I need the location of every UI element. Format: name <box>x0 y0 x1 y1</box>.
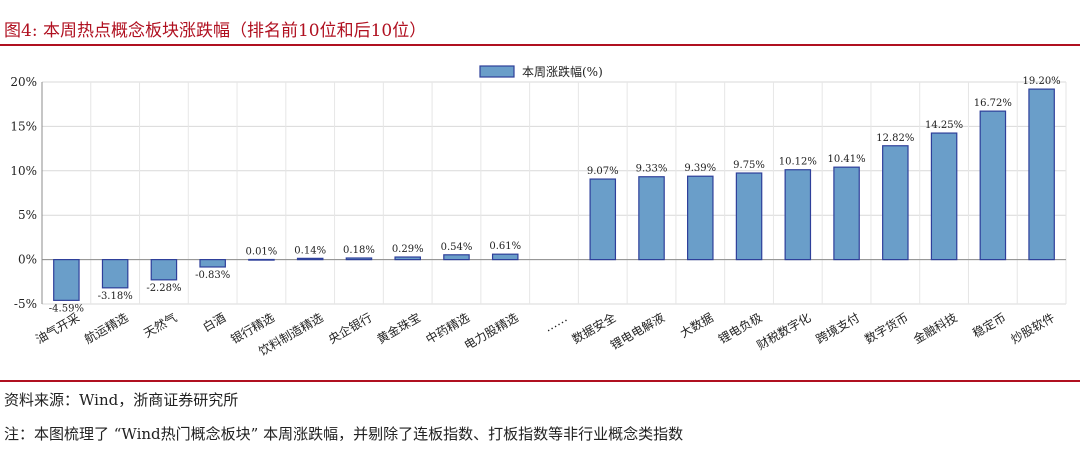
bar <box>345 257 373 261</box>
bar <box>589 178 617 261</box>
bar <box>833 166 860 261</box>
x-tick-label: 航运精选 <box>82 310 131 347</box>
y-tick-label: -5% <box>14 297 37 311</box>
y-tick-label: 10% <box>10 164 37 178</box>
x-tick-label: 央企银行 <box>325 310 374 347</box>
title-rule <box>0 44 1080 46</box>
x-tick-label: 电力股精选 <box>462 310 521 352</box>
bar <box>101 259 129 289</box>
y-tick-label: 20% <box>10 75 37 89</box>
data-label: 0.14% <box>294 245 326 256</box>
data-label: 10.12% <box>779 157 817 168</box>
data-label: 9.33% <box>636 164 668 175</box>
bar <box>784 169 812 261</box>
x-tick-label: 金融科技 <box>911 310 960 347</box>
x-tick-label: 白酒 <box>200 310 228 335</box>
data-label: 19.20% <box>1023 76 1061 87</box>
data-label: 0.54% <box>441 242 473 253</box>
x-tick-label: 稳定币 <box>970 310 1009 341</box>
data-label: 14.25% <box>925 120 963 131</box>
bar <box>150 259 178 281</box>
x-tick-label: …… <box>542 310 570 334</box>
data-label: 0.18% <box>343 245 375 256</box>
bar <box>199 259 226 268</box>
bar <box>638 176 665 261</box>
legend-swatch <box>479 65 515 78</box>
bar <box>296 257 324 261</box>
data-label: 9.75% <box>733 160 765 171</box>
x-tick-label: 炒股软件 <box>1009 310 1058 346</box>
x-tick-label: 黄金珠宝 <box>374 310 423 347</box>
data-label: -4.59% <box>49 303 84 314</box>
bar <box>735 172 763 261</box>
grid-lines <box>41 81 1067 305</box>
data-label: 9.07% <box>587 166 619 177</box>
data-label: -3.18% <box>98 291 133 302</box>
data-label: 0.01% <box>246 247 278 258</box>
legend: 本周涨跌幅(%) <box>479 64 603 79</box>
y-tick-label: 5% <box>18 208 37 222</box>
bar <box>882 145 909 261</box>
data-label: 9.39% <box>684 163 716 174</box>
data-label: 16.72% <box>974 98 1012 109</box>
bar <box>443 254 470 261</box>
data-labels: -4.59% -3.18% -2.28% -0.83% 0.01% 0.14% 0.18% 0… <box>49 76 1061 314</box>
source-rule <box>0 380 1080 382</box>
x-tick-label: 数字货币 <box>862 310 911 347</box>
data-label: -0.83% <box>195 270 230 281</box>
bars <box>53 88 1055 301</box>
legend-label: 本周涨跌幅(%) <box>522 64 603 79</box>
x-tick-label: 锂电电解液 <box>608 310 667 353</box>
bar <box>248 258 275 261</box>
data-label: 0.29% <box>392 244 424 255</box>
bar <box>53 259 80 301</box>
x-tick-label: 油气开采 <box>33 310 82 347</box>
x-tick-label: 天然气 <box>141 310 180 341</box>
bar-chart: -5% 0% 5% 10% 15% 20% -4.59% -3.18% -2.28% -0.83… <box>10 64 1067 359</box>
data-label: -2.28% <box>146 283 181 294</box>
x-tick-label: 跨境支付 <box>813 310 862 347</box>
y-tick-label: 0% <box>18 253 37 267</box>
data-label: 12.82% <box>876 133 914 144</box>
figure-title: 图4: 本周热点概念板块涨跌幅（排名前10位和后10位） <box>4 21 427 41</box>
y-tick-label: 15% <box>10 119 37 133</box>
data-label: 10.41% <box>828 154 866 165</box>
bar <box>979 110 1007 261</box>
bar <box>930 132 958 261</box>
footnote: 注：本图梳理了 “Wind热门概念板块” 本周涨跌幅，并剔除了连板指数、打板指数… <box>4 425 684 443</box>
bar <box>687 175 714 261</box>
x-tick-label: 财税数字化 <box>754 310 813 353</box>
x-tick-label: 大数据 <box>677 310 716 341</box>
data-label: 0.61% <box>489 241 521 252</box>
bar <box>1028 88 1055 261</box>
bar <box>491 253 519 261</box>
source-note: 资料来源：Wind，浙商证券研究所 <box>4 391 239 409</box>
bar <box>394 256 421 261</box>
